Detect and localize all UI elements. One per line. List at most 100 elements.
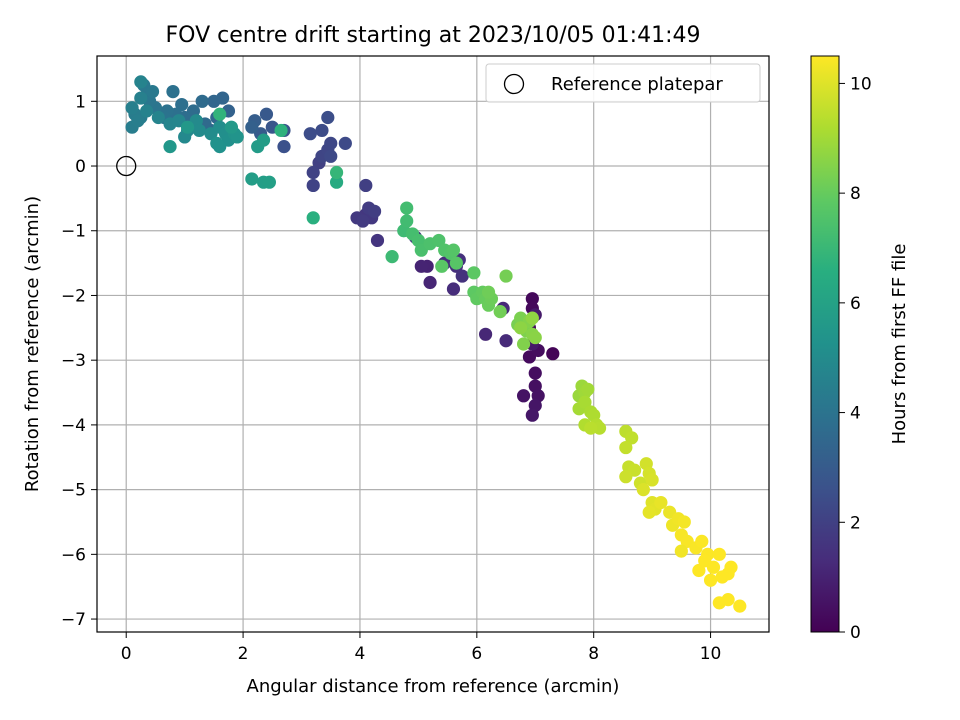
colorbar-tick-label: 10	[850, 74, 872, 94]
scatter-point	[400, 214, 414, 228]
y-tick-label: −4	[61, 416, 86, 436]
scatter-point	[151, 110, 165, 125]
scatter-point	[481, 285, 496, 299]
scatter-point	[134, 91, 148, 105]
scatter-point	[733, 599, 747, 613]
scatter-point	[636, 483, 650, 497]
colorbar-tick-label: 6	[850, 294, 861, 314]
colorbar: 0 2 4 6 8 10 Hours from first FF file	[810, 55, 910, 643]
colorbar-label: Hours from first FF file	[889, 244, 910, 445]
scatter-point	[525, 408, 539, 422]
scatter-point	[338, 136, 352, 150]
y-tick-label: −1	[61, 222, 86, 242]
scatter-point	[306, 178, 320, 193]
scatter-point	[195, 94, 209, 108]
scatter-point	[180, 120, 195, 134]
scatter-point	[642, 505, 656, 519]
scatter-point	[306, 211, 320, 225]
scatter-point	[674, 544, 688, 558]
y-tick-label: −6	[61, 545, 86, 565]
y-axis-ticks: −7 −6 −5 −4 −3 −2 −1 0 1	[61, 92, 97, 630]
scatter-point	[706, 560, 721, 574]
scatter-point	[619, 440, 633, 455]
scatter-point	[230, 130, 244, 144]
scatter-point	[578, 395, 592, 409]
scatter-point	[321, 110, 335, 125]
scatter-point	[367, 204, 382, 218]
scatter-point	[528, 366, 542, 380]
y-tick-label: −7	[61, 610, 86, 630]
scatter-point	[175, 97, 189, 112]
x-tick-label: 2	[238, 644, 249, 664]
colorbar-gradient	[810, 55, 840, 633]
scatter-point	[455, 269, 469, 283]
scatter-point	[703, 573, 718, 587]
scatter-point	[423, 275, 437, 290]
y-tick-label: 0	[75, 157, 86, 177]
legend-label: Reference platepar	[551, 74, 723, 95]
x-tick-label: 6	[471, 644, 482, 664]
scatter-point	[277, 140, 291, 154]
scatter-point	[134, 75, 148, 89]
scatter-point	[478, 327, 493, 341]
scatter-point	[654, 495, 668, 510]
scatter-point	[516, 389, 531, 403]
scatter-point	[125, 101, 139, 115]
scatter-point	[245, 120, 259, 134]
data-points	[125, 75, 747, 613]
scatter-point	[163, 140, 177, 154]
x-tick-label: 4	[355, 644, 366, 664]
scatter-point	[329, 165, 344, 180]
scatter-point	[210, 136, 224, 150]
scatter-point	[192, 123, 206, 138]
scatter-point	[432, 233, 446, 248]
scatter-point	[721, 593, 735, 607]
scatter-point	[324, 149, 338, 163]
scatter-point	[140, 104, 154, 118]
scatter-point	[262, 175, 276, 189]
scatter-point	[274, 123, 288, 138]
scatter-point	[645, 473, 659, 487]
scatter-point	[499, 334, 513, 348]
scatter-point	[581, 382, 595, 396]
x-tick-label: 10	[700, 644, 722, 664]
colorbar-tick-label: 0	[850, 623, 861, 643]
scatter-point	[315, 123, 329, 138]
x-axis-label: Angular distance from reference (arcmin)	[247, 676, 620, 697]
scatter-point	[446, 282, 461, 296]
scatter-point	[166, 84, 180, 99]
scatter-point	[359, 178, 373, 193]
scatter-point	[449, 256, 463, 270]
y-tick-label: −3	[61, 351, 86, 371]
scatter-point	[245, 172, 259, 186]
x-tick-label: 0	[121, 644, 132, 664]
colorbar-tick-label: 2	[850, 513, 861, 533]
scatter-point	[619, 470, 633, 484]
reference-marker	[116, 155, 137, 177]
plot-frame	[96, 55, 770, 633]
y-tick-label: −2	[61, 286, 86, 306]
scatter-point	[677, 515, 691, 529]
scatter-point	[414, 259, 428, 273]
chart-title: FOV centre drift starting at 2023/10/05 …	[166, 23, 701, 48]
scatter-point	[525, 311, 539, 325]
scatter-point	[145, 84, 160, 99]
scatter-point	[370, 233, 385, 248]
scatter-point	[446, 243, 461, 257]
scatter-point	[256, 133, 271, 147]
scatter-point	[525, 292, 539, 306]
scatter-point	[329, 175, 344, 189]
scatter-point	[546, 347, 560, 361]
scatter-point	[259, 107, 274, 121]
scatter-point	[695, 534, 709, 548]
legend-marker-circle-icon	[503, 73, 525, 95]
scatter-point	[356, 214, 370, 228]
scatter-point	[528, 330, 542, 345]
scatter-point	[692, 563, 706, 578]
scatter-point	[724, 560, 738, 574]
legend-box	[485, 63, 761, 103]
scatter-point	[499, 269, 513, 283]
scatter-point	[516, 337, 531, 351]
scatter-point	[493, 305, 507, 319]
